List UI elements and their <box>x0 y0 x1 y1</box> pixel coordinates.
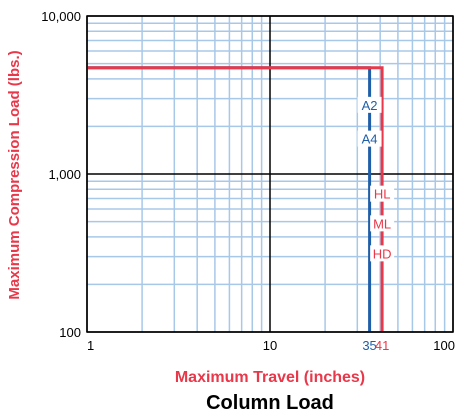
series-label-ml: ML <box>373 216 391 231</box>
plot-frame <box>86 15 454 333</box>
x-axis-label: Maximum Travel (inches) <box>175 369 365 386</box>
series-label-bg <box>370 185 395 202</box>
grid <box>86 15 454 333</box>
x-tick-label-41: 41 <box>375 338 389 353</box>
series-label-bg <box>357 96 382 113</box>
y-axis-label: Maximum Compression Load (lbs.) <box>6 50 23 299</box>
series-label-bg <box>370 245 395 262</box>
y-tick-label: 100 <box>59 325 81 340</box>
x-tick-label: 1 <box>87 338 94 353</box>
x-tick-label: 100 <box>433 338 455 353</box>
series-label-hl: HL <box>374 187 391 202</box>
series-layer <box>87 66 384 332</box>
series-label-a2: A2 <box>362 98 378 113</box>
series-line-0 <box>87 66 372 332</box>
series-label-hd: HD <box>373 246 392 261</box>
chart-title: Column Load <box>206 392 334 414</box>
series-label-bg <box>370 215 395 232</box>
y-tick-label: 1,000 <box>48 167 81 182</box>
series-label-a4: A4 <box>362 132 378 147</box>
y-tick-label: 10,000 <box>41 9 81 24</box>
series-label-bg <box>357 130 382 147</box>
series-line-1 <box>87 66 384 332</box>
series-labels: A2 A4 HL ML HD <box>357 96 395 262</box>
x-tick-label: 10 <box>263 338 277 353</box>
x-tick-label-35: 35 <box>362 338 376 353</box>
